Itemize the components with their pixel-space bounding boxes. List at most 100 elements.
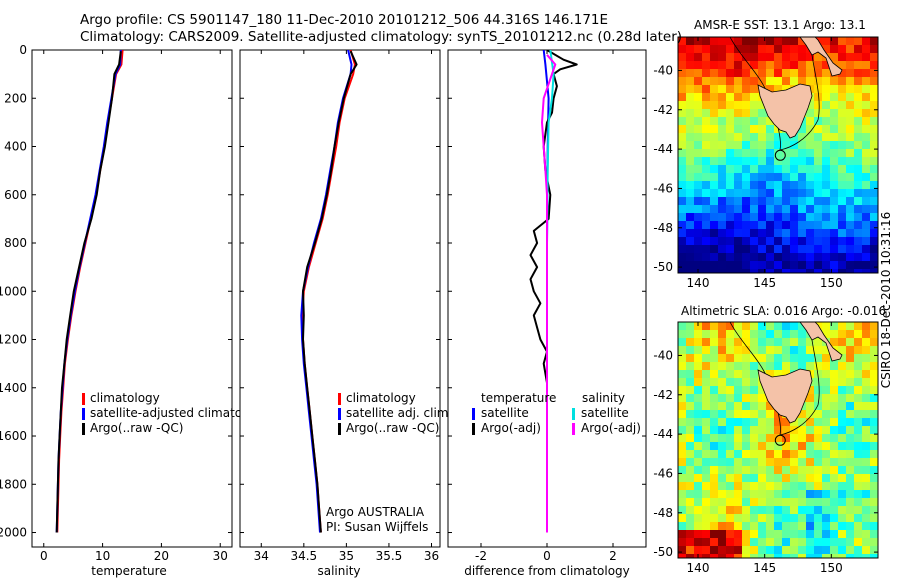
heatmap-cell <box>742 69 750 77</box>
heatmap-cell <box>734 157 742 165</box>
heatmap-cell <box>798 490 806 498</box>
heatmap-cell <box>846 157 854 165</box>
heatmap-cell <box>838 221 846 229</box>
heatmap-cell <box>830 253 838 261</box>
heatmap-cell <box>702 165 710 173</box>
heatmap-cell <box>694 378 702 386</box>
heatmap-cell <box>862 394 870 402</box>
heatmap-cell <box>694 229 702 237</box>
heatmap-cell <box>750 221 758 229</box>
heatmap-cell <box>846 133 854 141</box>
heatmap-cell <box>830 101 838 109</box>
heatmap-cell <box>734 322 742 330</box>
x-tick-label: 10 <box>95 549 110 563</box>
heatmap-cell <box>710 434 718 442</box>
heatmap-cell <box>790 77 798 85</box>
heatmap-cell <box>758 157 766 165</box>
heatmap-cell <box>742 61 750 69</box>
heatmap-cell <box>790 514 798 522</box>
heatmap-cell <box>766 442 774 450</box>
heatmap-cell <box>718 77 726 85</box>
heatmap-cell <box>806 442 814 450</box>
heatmap-cell <box>750 133 758 141</box>
heatmap-cell <box>870 554 878 558</box>
heatmap-cell <box>710 426 718 434</box>
heatmap-cell <box>718 474 726 482</box>
heatmap-cell <box>742 474 750 482</box>
heatmap-cell <box>710 330 718 338</box>
heatmap-cell <box>830 418 838 426</box>
heatmap-cell <box>694 77 702 85</box>
heatmap-cell <box>758 117 766 125</box>
heatmap-cell <box>766 77 774 85</box>
sst-map-title: AMSR-E SST: 13.1 Argo: 13.1 <box>694 18 866 32</box>
heatmap-cell <box>830 506 838 514</box>
heatmap-cell <box>694 522 702 530</box>
heatmap-cell <box>734 245 742 253</box>
heatmap-cell <box>814 426 822 434</box>
heatmap-cell <box>814 229 822 237</box>
heatmap-cell <box>830 378 838 386</box>
heatmap-cell <box>702 426 710 434</box>
heatmap-cell <box>678 125 686 133</box>
heatmap-cell <box>750 394 758 402</box>
heatmap-cell <box>774 482 782 490</box>
heatmap-cell <box>814 189 822 197</box>
heatmap-cell <box>862 149 870 157</box>
heatmap-cell <box>742 133 750 141</box>
heatmap-cell <box>734 346 742 354</box>
heatmap-cell <box>798 482 806 490</box>
heatmap-cell <box>686 181 694 189</box>
heatmap-cell <box>798 554 806 558</box>
heatmap-cell <box>774 205 782 213</box>
heatmap-cell <box>782 133 790 141</box>
heatmap-cell <box>838 338 846 346</box>
heatmap-cell <box>798 354 806 362</box>
tasmania-landmass <box>757 368 813 424</box>
heatmap-cell <box>686 133 694 141</box>
heatmap-cell <box>686 426 694 434</box>
heatmap-cell <box>806 386 814 394</box>
heatmap-cell <box>870 61 878 69</box>
heatmap-cell <box>790 354 798 362</box>
heatmap-cell <box>782 482 790 490</box>
heatmap-cell <box>742 45 750 53</box>
heatmap-cell <box>742 490 750 498</box>
heatmap-cell <box>838 149 846 157</box>
heatmap-cell <box>782 173 790 181</box>
heatmap-cell <box>838 69 846 77</box>
heatmap-cell <box>750 418 758 426</box>
heatmap-cell <box>854 253 862 261</box>
heatmap-cell <box>822 322 830 330</box>
y-tick-label: 1800 <box>0 477 27 491</box>
lon-tick-label: 145 <box>753 561 776 575</box>
heatmap-cell <box>782 157 790 165</box>
heatmap-cell <box>742 205 750 213</box>
heatmap-cell <box>822 125 830 133</box>
heatmap-cell <box>686 189 694 197</box>
heatmap-cell <box>854 117 862 125</box>
heatmap-cell <box>718 498 726 506</box>
heatmap-cell <box>838 434 846 442</box>
heatmap-cell <box>766 322 774 330</box>
heatmap-cell <box>774 330 782 338</box>
heatmap-cell <box>870 498 878 506</box>
heatmap-cell <box>702 402 710 410</box>
heatmap-cell <box>742 394 750 402</box>
heatmap-cell <box>742 261 750 269</box>
heatmap-cell <box>758 125 766 133</box>
heatmap-cell <box>766 69 774 77</box>
heatmap-cell <box>814 269 822 273</box>
heatmap-cell <box>742 109 750 117</box>
heatmap-cell <box>686 45 694 53</box>
heatmap-cell <box>814 386 822 394</box>
heatmap-cell <box>798 133 806 141</box>
heatmap-cell <box>814 77 822 85</box>
heatmap-cell <box>838 426 846 434</box>
heatmap-cell <box>862 253 870 261</box>
heatmap-cell <box>726 253 734 261</box>
heatmap-cell <box>870 85 878 93</box>
heatmap-cell <box>846 125 854 133</box>
heatmap-cell <box>862 386 870 394</box>
heatmap-cell <box>806 482 814 490</box>
